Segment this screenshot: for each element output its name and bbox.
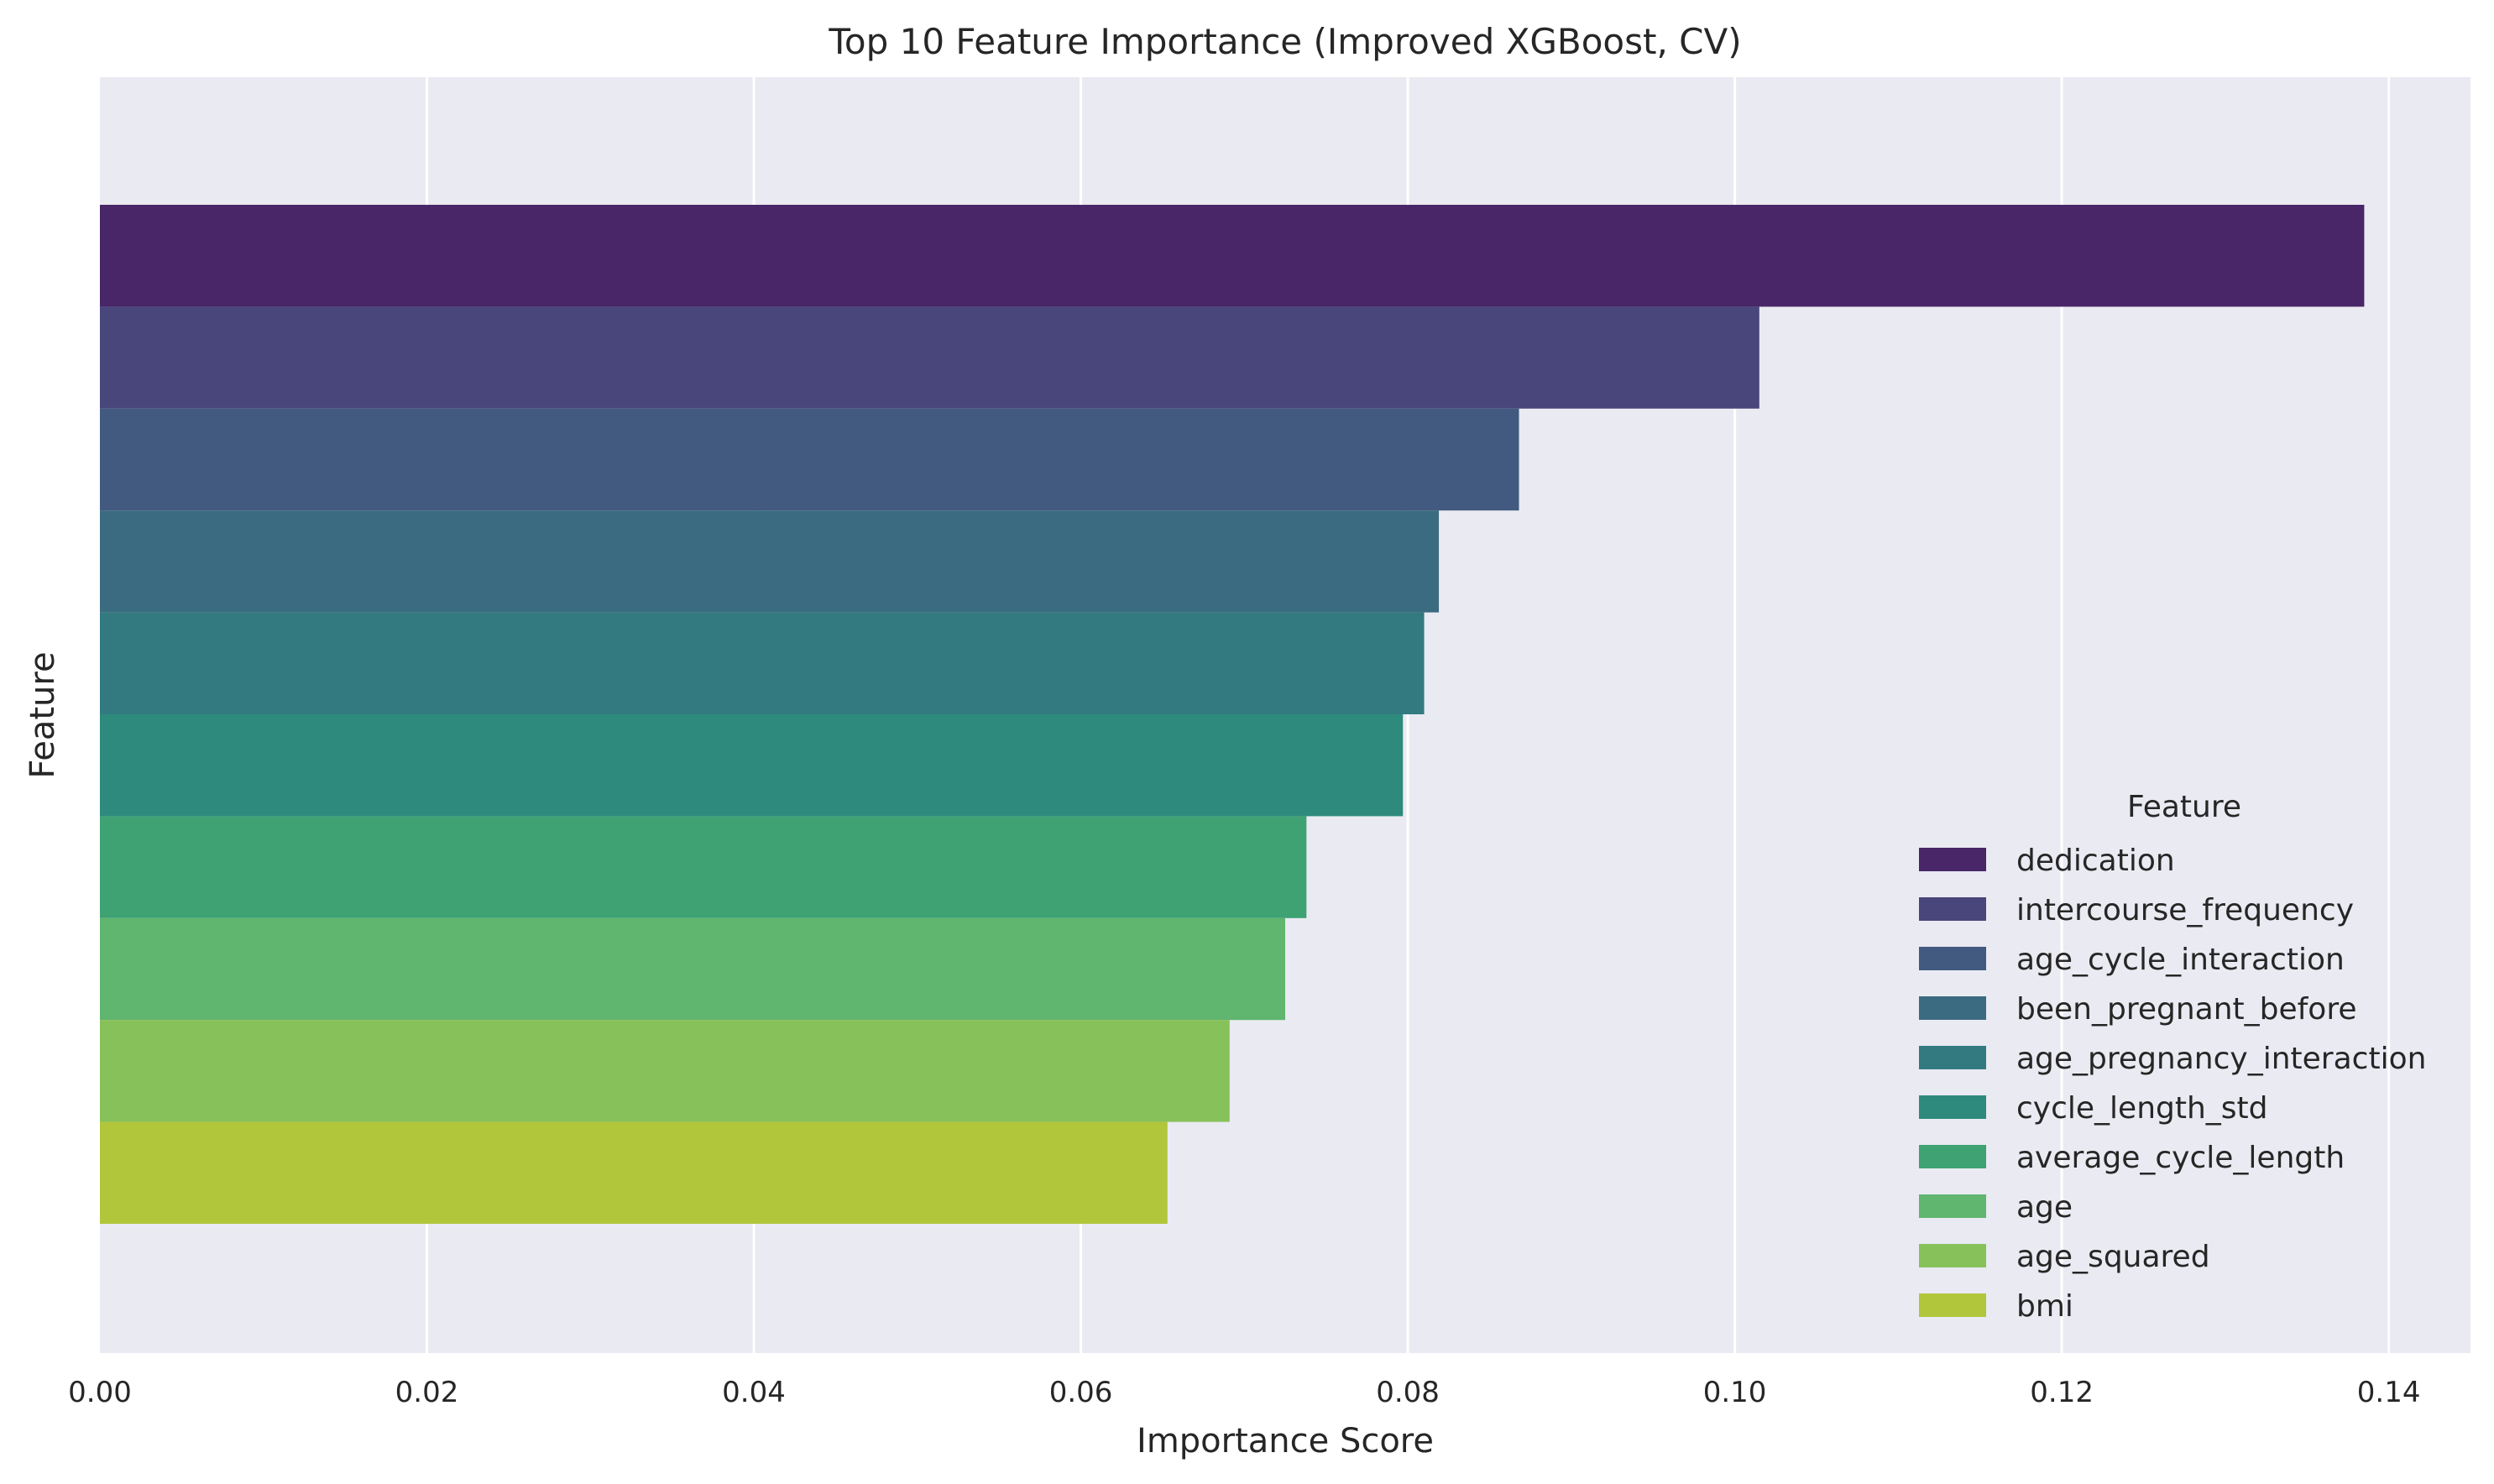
legend-swatch: [1919, 1145, 1986, 1168]
legend-label: intercourse_frequency: [2016, 893, 2354, 928]
legend-swatch: [1919, 1046, 1986, 1069]
legend-swatch: [1919, 996, 1986, 1020]
legend-label: age: [2016, 1190, 2073, 1225]
legend-swatch: [1919, 1194, 1986, 1218]
bar-intercourse-frequency: [100, 306, 1759, 409]
bar-age-cycle-interaction: [100, 408, 1519, 511]
legend-label: been_pregnant_before: [2016, 992, 2357, 1027]
x-tick-label: 0.06: [1049, 1376, 1113, 1409]
x-tick-label: 0.14: [2357, 1376, 2421, 1409]
x-tick-label: 0.00: [68, 1376, 132, 1409]
bar-dedication: [100, 205, 2365, 307]
bar-age-pregnancy-interaction: [100, 612, 1425, 714]
legend-label: age_squared: [2016, 1240, 2210, 1274]
y-axis-label: Feature: [24, 651, 62, 778]
legend-swatch: [1919, 1293, 1986, 1317]
bars: [100, 205, 2365, 1224]
legend-swatch: [1919, 848, 1986, 871]
x-tick-label: 0.02: [395, 1376, 459, 1409]
legend: Feature dedication intercourse_frequencya…: [1919, 790, 2426, 1324]
legend-label: bmi: [2016, 1289, 2073, 1324]
x-tick-label: 0.08: [1376, 1376, 1440, 1409]
legend-swatch: [1919, 947, 1986, 970]
bar-average-cycle-length: [100, 816, 1307, 918]
x-tick-label: 0.12: [2030, 1376, 2094, 1409]
chart-title: Top 10 Feature Importance (Improved XGBo…: [828, 21, 1741, 62]
x-tick-label: 0.10: [1703, 1376, 1767, 1409]
legend-label: age_cycle_interaction: [2016, 943, 2345, 977]
bar-been-pregnant-before: [100, 510, 1440, 613]
legend-swatch: [1919, 1244, 1986, 1267]
legend-label: average_cycle_length: [2016, 1141, 2345, 1175]
x-axis-ticks: 0.00 0.02 0.04 0.06 0.08 0.10 0.12 0.14: [68, 1376, 2420, 1409]
x-axis-label: Importance Score: [1137, 1422, 1434, 1460]
legend-label: age_pregnancy_interaction: [2016, 1042, 2426, 1076]
legend-swatch: [1919, 897, 1986, 921]
legend-swatch: [1919, 1095, 1986, 1119]
x-tick-label: 0.04: [722, 1376, 786, 1409]
legend-label: cycle_length_std: [2016, 1091, 2268, 1126]
legend-label: dedication: [2016, 844, 2175, 878]
bar-age-squared: [100, 1020, 1230, 1122]
bar-bmi: [100, 1121, 1168, 1224]
bar-cycle-length-std: [100, 714, 1404, 817]
bar-age: [100, 917, 1285, 1021]
legend-title: Feature: [2127, 790, 2241, 824]
